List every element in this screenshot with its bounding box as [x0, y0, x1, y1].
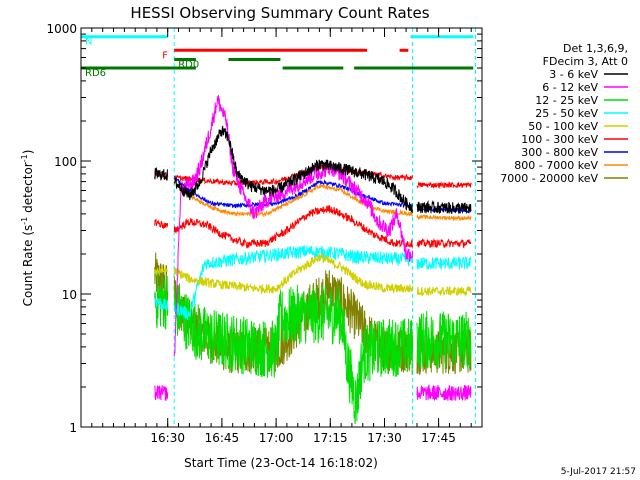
flag-rd0-label: RD0 [178, 60, 199, 71]
legend-header: Det 1,3,6,9, [563, 42, 628, 55]
x-tick-label: 16:30 [150, 431, 185, 445]
y-axis-label-mid: detector [21, 162, 35, 217]
plot-frame [80, 27, 483, 428]
series-group [154, 95, 472, 425]
legend-entry-label: 300 - 800 keV [521, 146, 598, 159]
flag-f-label: F [162, 50, 168, 61]
series-line-3 [154, 264, 169, 276]
legend-entry-label: 3 - 6 keV [549, 68, 598, 81]
legend-entry-label: 6 - 12 keV [542, 81, 598, 94]
x-tick-label: 16:45 [205, 431, 240, 445]
legend-entry-label: 12 - 25 keV [535, 94, 598, 107]
y-tick-label: 10 [62, 288, 77, 302]
x-axis-label: Start Time (23-Oct-14 16:18:02) [184, 456, 378, 470]
series-line-5 [416, 181, 472, 190]
series-line-3 [173, 253, 414, 295]
legend-entry-label: 100 - 300 keV [521, 133, 598, 146]
series-line-4 [173, 205, 414, 249]
series-line-4 [416, 238, 472, 249]
series-line-2 [154, 297, 169, 311]
series-line-7 [173, 181, 414, 218]
footer-date: 5-Jul-2017 21:57 [561, 467, 636, 477]
series-line-4 [154, 219, 169, 229]
series-line-6 [174, 176, 413, 209]
y-axis: 1 10 100 1000 [46, 22, 482, 435]
series-line-7 [416, 213, 472, 222]
y-axis-label: Count Rate (s-1 detector-1) [20, 150, 35, 307]
chart-title: HESSI Observing Summary Count Rates [130, 4, 429, 22]
flag-bars: N F RD0 RD6 [81, 35, 474, 79]
series-line-2 [173, 245, 414, 321]
y-axis-label-end: ) [21, 150, 35, 155]
series-line-2 [416, 256, 472, 271]
flag-rd6-label: RD6 [85, 68, 106, 79]
y-axis-label-sup1: -1 [20, 217, 29, 225]
y-axis-label-sup2: -1 [20, 154, 29, 162]
series-line-9 [173, 125, 413, 213]
series-line-8 [173, 95, 413, 357]
series-line-8 [154, 384, 169, 401]
flag-n-label: N [85, 37, 92, 48]
x-tick-label: 17:45 [421, 431, 456, 445]
y-tick-label: 1000 [46, 22, 77, 36]
series-line-8 [416, 384, 472, 401]
x-tick-label: 17:15 [313, 431, 348, 445]
y-axis-label-start: Count Rate (s [21, 225, 35, 307]
x-axis: 16:30 16:45 17:00 17:15 17:30 17:45 [80, 28, 472, 445]
y-tick-label: 100 [54, 155, 77, 169]
legend-entry-label: 50 - 100 keV [528, 120, 598, 133]
night-shading [80, 28, 476, 427]
series-line-1 [173, 284, 413, 425]
legend-entry-label: 800 - 7000 keV [514, 159, 598, 172]
series-line-9 [416, 199, 472, 214]
legend-header: FDecim 3, Att 0 [543, 55, 628, 68]
x-tick-label: 17:00 [259, 431, 294, 445]
series-line-9 [154, 166, 168, 181]
legend-entry-label: 7000 - 20000 keV [500, 172, 598, 185]
legend-entry-label: 25 - 50 keV [535, 107, 598, 120]
x-tick-label: 17:30 [367, 431, 402, 445]
series-line-1 [416, 311, 472, 370]
y-tick-label: 1 [69, 421, 77, 435]
series-line-3 [416, 286, 472, 296]
